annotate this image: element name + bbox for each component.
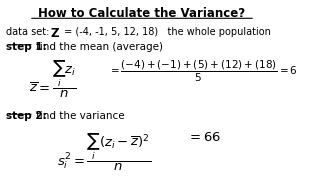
Text: How to Calculate the Variance?: How to Calculate the Variance? — [38, 7, 245, 20]
Text: $s_i^2 = \dfrac{\sum_i (z_i - \overline{z})^2}{n}$: $s_i^2 = \dfrac{\sum_i (z_i - \overline{… — [57, 131, 151, 173]
Text: data set:: data set: — [6, 27, 56, 37]
Text: $\mathbf{Z}$: $\mathbf{Z}$ — [50, 27, 60, 40]
Text: find the variance: find the variance — [36, 111, 125, 121]
Text: step 1:: step 1: — [6, 42, 47, 52]
Text: $= \dfrac{(-4) + (-1) + (5) + (12) + (18)}{5} = 6$: $= \dfrac{(-4) + (-1) + (5) + (12) + (18… — [108, 58, 298, 84]
Text: $= 66$: $= 66$ — [187, 131, 221, 144]
Text: step 2:: step 2: — [6, 111, 47, 121]
Text: $\overline{z} = \dfrac{\sum_i z_i}{n}$: $\overline{z} = \dfrac{\sum_i z_i}{n}$ — [29, 58, 76, 100]
Text: find the mean (average): find the mean (average) — [36, 42, 163, 52]
Text: = (-4, -1, 5, 12, 18)   the whole population: = (-4, -1, 5, 12, 18) the whole populati… — [61, 27, 271, 37]
